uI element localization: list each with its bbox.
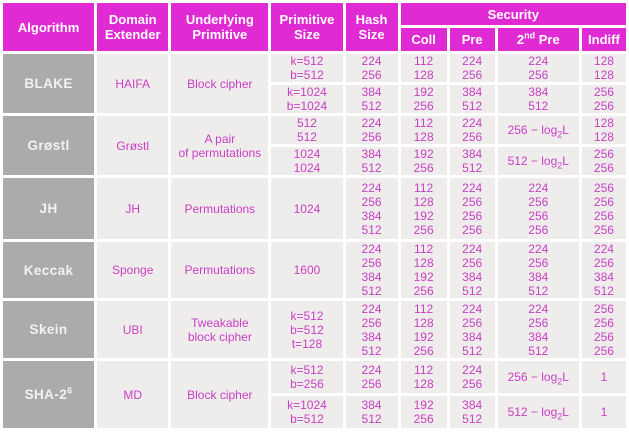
table-row-sha2-1: SHA-26 MD Block cipher k=512 b=256 224 2… bbox=[3, 361, 626, 428]
cell-hash-size: 384 512 bbox=[345, 85, 398, 113]
header-hash-size: Hash Size bbox=[345, 3, 398, 51]
header-security-group: Security bbox=[400, 3, 626, 25]
cell-coll: 112 128 bbox=[400, 361, 447, 393]
cell-indiff: 256 256 bbox=[581, 85, 626, 113]
cell-primitive-size: k=1024 b=1024 bbox=[271, 85, 343, 113]
cell-pre: 224 256 bbox=[449, 116, 495, 144]
cell-domain-extender: JH bbox=[97, 178, 169, 239]
cell-primitive-size: k=512 b=512 t=128 bbox=[271, 301, 343, 358]
cell-underlying-primitive: Block cipher bbox=[171, 54, 269, 113]
header-domain-extender: Domain Extender bbox=[97, 3, 169, 51]
header-row-1: Algorithm Domain Extender Underlying Pri… bbox=[3, 3, 626, 51]
header-2nd-pre-rest: Pre bbox=[535, 32, 560, 47]
cell-primitive-size: k=512 b=512 bbox=[271, 54, 343, 82]
cell-pre: 224 256 bbox=[449, 54, 495, 82]
cell-primitive-size: 1600 bbox=[271, 242, 343, 298]
table-row-blake-2: k=1024 b=1024 384 512 192 256 384 512 38… bbox=[3, 85, 626, 113]
cell-2nd-pre: 384 512 bbox=[497, 85, 579, 113]
cell-indiff: 128 128 bbox=[581, 116, 626, 144]
table-row-skein: Skein UBI Tweakable block cipher k=512 b… bbox=[3, 301, 626, 358]
cell-indiff: 256 256 256 256 bbox=[581, 178, 626, 239]
cell-coll: 112 128 192 256 bbox=[400, 178, 447, 239]
cell-hash-size: 224 256 384 512 bbox=[345, 178, 398, 239]
cell-underlying-primitive: A pair of permutations bbox=[171, 116, 269, 175]
cell-coll: 112 128 bbox=[400, 116, 447, 144]
cell-coll: 192 256 bbox=[400, 85, 447, 113]
cell-coll: 112 128 192 256 bbox=[400, 301, 447, 358]
cell-underlying-primitive: Block cipher bbox=[171, 361, 269, 428]
algorithm-cell-keccak: Keccak bbox=[3, 242, 95, 298]
cell-2nd-pre: 256 − log2L bbox=[497, 361, 579, 393]
cell-domain-extender: Sponge bbox=[97, 242, 169, 298]
table-row-blake-1: BLAKE HAIFA Block cipher k=512 b=512 224… bbox=[3, 54, 626, 113]
cell-pre: 224 256 bbox=[449, 361, 495, 393]
header-primitive-size: Primitive Size bbox=[271, 3, 343, 51]
algorithm-cell-sha2: SHA-26 bbox=[3, 361, 95, 428]
algorithm-cell-blake: BLAKE bbox=[3, 54, 95, 113]
table-row-grostl-2: 1024 1024 384 512 192 256 384 512 512 − … bbox=[3, 147, 626, 175]
cell-primitive-size: k=512 b=256 bbox=[271, 361, 343, 393]
algorithm-cell-skein: Skein bbox=[3, 301, 95, 358]
cell-pre: 224 256 256 256 bbox=[449, 178, 495, 239]
cell-coll: 192 256 bbox=[400, 396, 447, 428]
table-row-grostl-1: Grøstl Grøstl A pair of permutations 512… bbox=[3, 116, 626, 175]
header-algorithm: Algorithm bbox=[3, 3, 95, 51]
cell-coll: 112 128 bbox=[400, 54, 447, 82]
cell-underlying-primitive: Tweakable block cipher bbox=[171, 301, 269, 358]
header-indiff: Indiff bbox=[581, 28, 626, 51]
cell-2nd-pre: 224 256 256 256 bbox=[497, 178, 579, 239]
cell-primitive-size: k=1024 b=512 bbox=[271, 396, 343, 428]
algorithm-cell-jh: JH bbox=[3, 178, 95, 239]
cell-indiff: 256 256 256 256 bbox=[581, 301, 626, 358]
cell-domain-extender: UBI bbox=[97, 301, 169, 358]
cell-indiff: 256 256 bbox=[581, 147, 626, 175]
cell-indiff: 224 256 384 512 bbox=[581, 242, 626, 298]
cell-hash-size: 384 512 bbox=[345, 147, 398, 175]
header-pre: Pre bbox=[449, 28, 495, 51]
header-underlying-primitive: Underlying Primitive bbox=[171, 3, 269, 51]
cell-2nd-pre: 224 256 384 512 bbox=[497, 301, 579, 358]
cell-hash-size: 224 256 384 512 bbox=[345, 301, 398, 358]
cell-primitive-size: 1024 1024 bbox=[271, 147, 343, 175]
cell-pre: 224 256 384 512 bbox=[449, 242, 495, 298]
cell-pre: 384 512 bbox=[449, 147, 495, 175]
cell-primitive-size: 1024 bbox=[271, 178, 343, 239]
cell-hash-size: 224 256 384 512 bbox=[345, 242, 398, 298]
algorithm-cell-grostl: Grøstl bbox=[3, 116, 95, 175]
table-row-keccak: Keccak Sponge Permutations 1600 224 256 … bbox=[3, 242, 626, 298]
header-coll: Coll bbox=[400, 28, 447, 51]
cell-domain-extender: HAIFA bbox=[97, 54, 169, 113]
cell-indiff: 1 bbox=[581, 396, 626, 428]
header-2nd-pre: 2nd Pre bbox=[497, 28, 579, 51]
cell-indiff: 1 bbox=[581, 361, 626, 393]
cell-hash-size: 224 256 bbox=[345, 54, 398, 82]
cell-pre: 384 512 bbox=[449, 85, 495, 113]
cell-hash-size: 224 256 bbox=[345, 116, 398, 144]
cell-2nd-pre: 512 − log2L bbox=[497, 396, 579, 428]
cell-domain-extender: MD bbox=[97, 361, 169, 428]
header-2nd-pre-sup: nd bbox=[524, 30, 536, 41]
cell-2nd-pre: 256 − log2L bbox=[497, 116, 579, 144]
cell-pre: 224 256 384 512 bbox=[449, 301, 495, 358]
header-row-2: Coll Pre 2nd Pre Indiff bbox=[3, 28, 626, 51]
table-row-sha2-2: k=1024 b=512 384 512 192 256 384 512 512… bbox=[3, 396, 626, 428]
table-row-jh: JH JH Permutations 1024 224 256 384 512 … bbox=[3, 178, 626, 239]
cell-coll: 192 256 bbox=[400, 147, 447, 175]
cell-2nd-pre: 224 256 bbox=[497, 54, 579, 82]
cell-hash-size: 224 256 bbox=[345, 361, 398, 393]
cell-2nd-pre: 512 − log2L bbox=[497, 147, 579, 175]
cell-underlying-primitive: Permutations bbox=[171, 242, 269, 298]
cell-primitive-size: 512 512 bbox=[271, 116, 343, 144]
cell-2nd-pre: 224 256 384 512 bbox=[497, 242, 579, 298]
cell-hash-size: 384 512 bbox=[345, 396, 398, 428]
cell-indiff: 128 128 bbox=[581, 54, 626, 82]
cell-pre: 384 512 bbox=[449, 396, 495, 428]
cell-domain-extender: Grøstl bbox=[97, 116, 169, 175]
header-2nd-pre-base: 2 bbox=[516, 32, 525, 47]
cell-underlying-primitive: Permutations bbox=[171, 178, 269, 239]
cell-coll: 112 128 192 256 bbox=[400, 242, 447, 298]
